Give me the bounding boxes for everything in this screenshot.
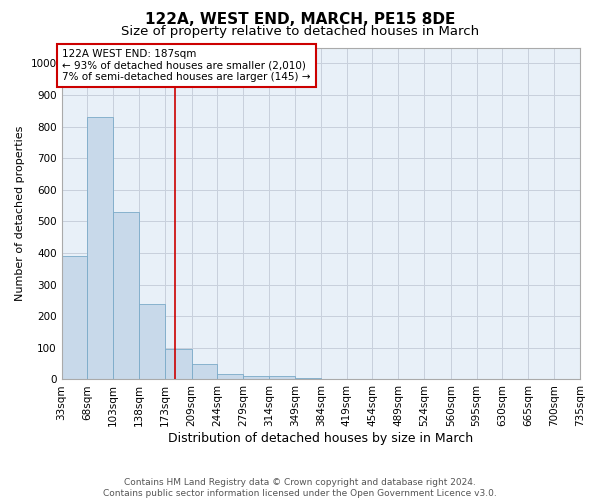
Text: Contains HM Land Registry data © Crown copyright and database right 2024.
Contai: Contains HM Land Registry data © Crown c… <box>103 478 497 498</box>
Bar <box>62 256 88 380</box>
Bar <box>217 374 243 380</box>
Bar <box>269 376 295 380</box>
Bar <box>139 304 165 380</box>
Text: Size of property relative to detached houses in March: Size of property relative to detached ho… <box>121 25 479 38</box>
Bar <box>191 364 217 380</box>
Text: 122A WEST END: 187sqm
← 93% of detached houses are smaller (2,010)
7% of semi-de: 122A WEST END: 187sqm ← 93% of detached … <box>62 49 311 82</box>
Text: 122A, WEST END, MARCH, PE15 8DE: 122A, WEST END, MARCH, PE15 8DE <box>145 12 455 28</box>
X-axis label: Distribution of detached houses by size in March: Distribution of detached houses by size … <box>168 432 473 445</box>
Bar <box>295 378 321 380</box>
Bar <box>113 212 139 380</box>
Bar <box>243 376 269 380</box>
Bar <box>165 350 191 380</box>
Y-axis label: Number of detached properties: Number of detached properties <box>15 126 25 301</box>
Bar <box>88 117 113 380</box>
